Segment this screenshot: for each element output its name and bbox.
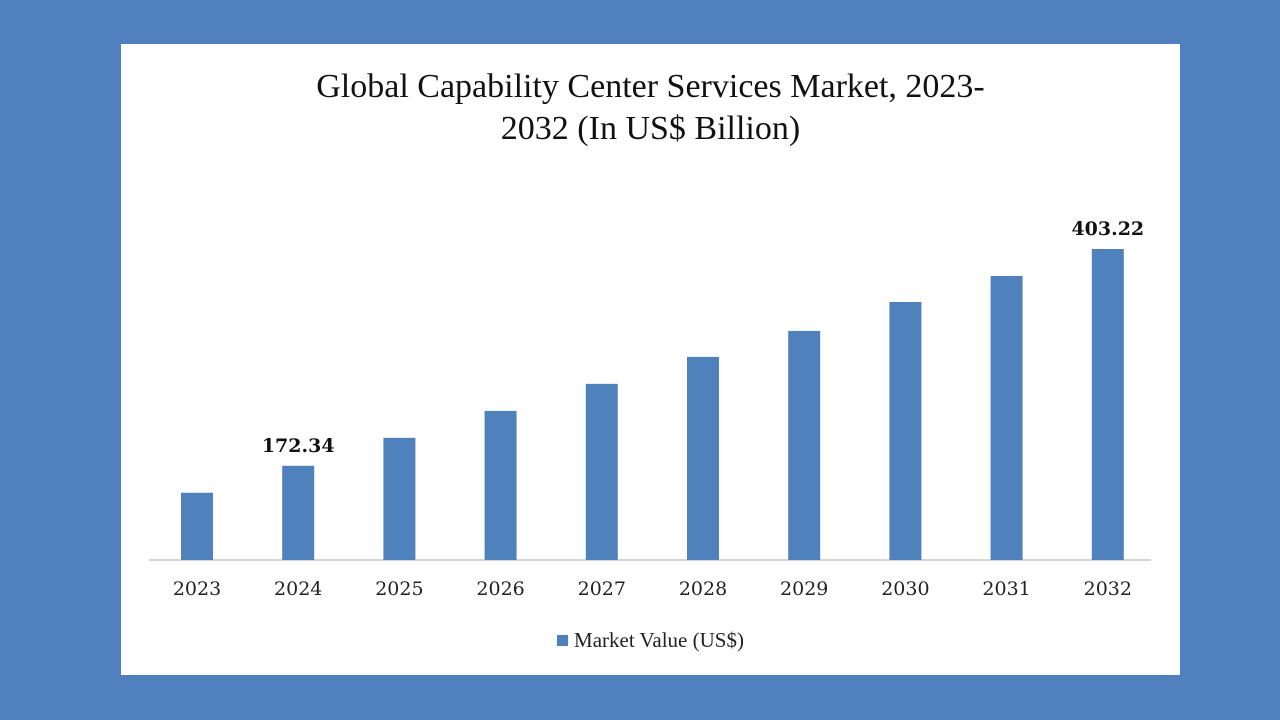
bar-chart-plot: 2023 2024 172.34 2025 2026 2027 2028 2029 2030 20… xyxy=(149,218,1151,600)
x-tick-label: 2027 xyxy=(578,578,626,600)
bar-2024 xyxy=(282,465,315,560)
bar-2029 xyxy=(788,330,821,560)
chart-card: Global Capability Center Services Market… xyxy=(121,44,1180,675)
x-tick-label: 2024 xyxy=(274,578,322,600)
bar-2030 xyxy=(889,301,922,560)
x-tick-label: 2028 xyxy=(679,578,727,600)
x-tick-label: 2031 xyxy=(982,578,1030,600)
legend-label: Market Value (US$) xyxy=(574,628,744,652)
x-tick-label: 2029 xyxy=(780,578,828,600)
bar-2027 xyxy=(585,383,618,560)
data-label-2032: 403.22 xyxy=(1071,218,1144,240)
x-tick-label: 2023 xyxy=(173,578,221,600)
x-tick-label: 2032 xyxy=(1084,578,1132,600)
bar-2023 xyxy=(181,492,213,560)
bar-2026 xyxy=(484,410,517,560)
bar-2032 xyxy=(1091,249,1124,560)
chart-title-line-2: 2032 (In US$ Billion) xyxy=(500,110,801,147)
legend-swatch xyxy=(557,635,569,646)
legend: Market Value (US$) xyxy=(121,628,1180,653)
bar-2031 xyxy=(990,275,1023,560)
x-tick-label: 2030 xyxy=(881,578,929,600)
x-tick-label: 2025 xyxy=(375,578,423,600)
data-label-2024: 172.34 xyxy=(262,435,335,457)
chart-title-line-1: Global Capability Center Services Market… xyxy=(316,68,985,105)
bar-2025 xyxy=(383,437,416,560)
chart-title: Global Capability Center Services Market… xyxy=(121,66,1180,150)
bar-2028 xyxy=(687,356,719,560)
x-tick-label: 2026 xyxy=(476,578,524,600)
